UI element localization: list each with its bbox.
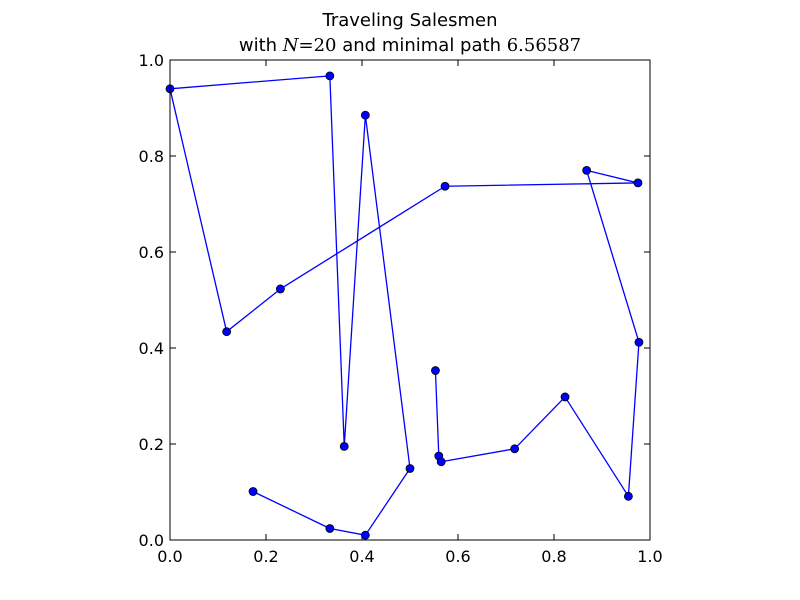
city-point: [436, 457, 446, 467]
x-tick-label: 1.0: [637, 547, 662, 566]
x-tick-label: 0.0: [157, 547, 182, 566]
chart-title-prefix: with: [239, 35, 283, 56]
y-tick-label: 0.4: [139, 339, 164, 358]
city-point: [360, 530, 370, 540]
y-tick-label: 0.2: [139, 435, 164, 454]
chart-title-middle: and minimal path: [337, 35, 507, 56]
chart-title-line-2: with N=20 and minimal path 6.56587: [239, 35, 581, 56]
city-point: [339, 441, 349, 451]
city-point: [248, 487, 258, 496]
y-tick-label: 0.0: [139, 531, 164, 550]
x-tick-label: 0.6: [445, 547, 470, 566]
x-tick-label: 0.4: [349, 547, 374, 566]
city-point: [431, 366, 440, 375]
city-point: [560, 392, 570, 402]
city-point: [222, 327, 232, 337]
x-tick-label: 0.2: [253, 547, 278, 566]
tour-path-line: [169, 75, 640, 536]
y-tick-label: 1.0: [139, 51, 164, 70]
chart-title-n-variable: N: [282, 35, 300, 56]
series-layer: [165, 71, 644, 540]
city-point: [325, 524, 335, 533]
city-point: [440, 181, 450, 191]
ticks-layer: 0.0 0.2 0.4 0.6 0.8 1.0 0.0 0.2 0.4 0.6 0.8 1.0: [139, 51, 663, 566]
city-point: [275, 284, 285, 294]
chart-title-path-value: 6.56587: [507, 35, 581, 56]
chart-title-n-value: =20: [299, 35, 337, 56]
city-point: [360, 110, 370, 120]
city-point: [325, 71, 335, 81]
y-tick-label: 0.6: [139, 243, 164, 262]
city-point: [634, 337, 644, 347]
plot-frame: [169, 59, 651, 541]
x-tick-label: 0.8: [541, 547, 566, 566]
city-point: [582, 165, 592, 175]
city-point: [624, 491, 633, 501]
chart-title-line-1: Traveling Salesmen: [322, 10, 498, 31]
city-point: [510, 444, 520, 454]
city-point: [633, 178, 643, 188]
city-point: [405, 464, 415, 473]
y-tick-label: 0.8: [139, 147, 164, 166]
